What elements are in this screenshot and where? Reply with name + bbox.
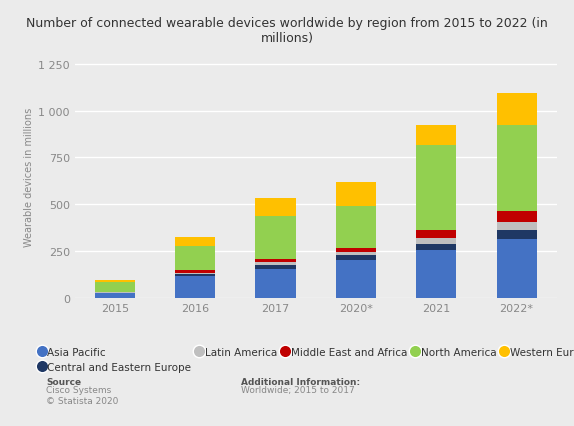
- Bar: [255, 262, 296, 265]
- Bar: [336, 249, 376, 252]
- Text: Source: Source: [46, 377, 81, 386]
- Bar: [95, 293, 135, 294]
- Bar: [175, 271, 215, 273]
- Text: Cisco Systems
© Statista 2020: Cisco Systems © Statista 2020: [46, 386, 118, 405]
- Bar: [336, 182, 376, 207]
- Bar: [416, 244, 456, 250]
- Bar: [175, 238, 215, 247]
- Bar: [95, 282, 135, 292]
- Bar: [416, 239, 456, 244]
- Text: Number of connected wearable devices worldwide by region from 2015 to 2022 (in
m: Number of connected wearable devices wor…: [26, 17, 548, 45]
- Bar: [336, 256, 376, 260]
- Text: Additional Information:: Additional Information:: [241, 377, 360, 386]
- Bar: [497, 94, 537, 125]
- Legend: Asia Pacific, Central and Eastern Europe, Latin America, Middle East and Africa,: Asia Pacific, Central and Eastern Europe…: [39, 347, 574, 372]
- Bar: [336, 252, 376, 256]
- Bar: [416, 250, 456, 298]
- Text: Worldwide; 2015 to 2017: Worldwide; 2015 to 2017: [241, 386, 355, 394]
- Bar: [255, 216, 296, 259]
- Bar: [416, 125, 456, 146]
- Bar: [175, 247, 215, 271]
- Bar: [497, 125, 537, 211]
- Bar: [497, 211, 537, 222]
- Bar: [255, 265, 296, 269]
- Bar: [416, 146, 456, 230]
- Bar: [336, 207, 376, 249]
- Bar: [497, 230, 537, 239]
- Bar: [255, 259, 296, 262]
- Bar: [497, 222, 537, 230]
- Bar: [336, 260, 376, 298]
- Y-axis label: Wearable devices in millions: Wearable devices in millions: [24, 107, 34, 246]
- Bar: [255, 199, 296, 216]
- Bar: [95, 292, 135, 293]
- Bar: [175, 273, 215, 274]
- Bar: [175, 277, 215, 298]
- Bar: [175, 274, 215, 277]
- Bar: [255, 269, 296, 298]
- Bar: [497, 239, 537, 298]
- Bar: [95, 280, 135, 282]
- Bar: [416, 230, 456, 239]
- Bar: [95, 294, 135, 298]
